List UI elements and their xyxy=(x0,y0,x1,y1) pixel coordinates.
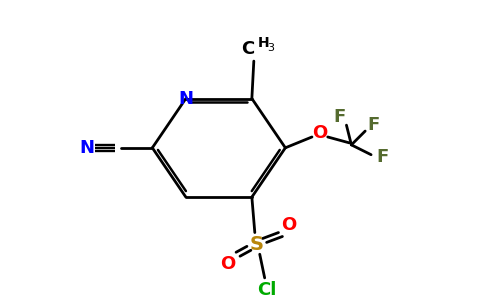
Text: O: O xyxy=(221,255,236,273)
Text: F: F xyxy=(333,108,346,126)
Text: O: O xyxy=(281,216,296,234)
Text: Cl: Cl xyxy=(257,281,276,299)
Text: F: F xyxy=(377,148,389,166)
Text: N: N xyxy=(80,139,95,157)
Text: O: O xyxy=(312,124,328,142)
Text: 3: 3 xyxy=(268,43,274,53)
Text: C: C xyxy=(242,40,255,58)
Text: H: H xyxy=(258,36,270,50)
Text: N: N xyxy=(178,89,193,107)
Text: F: F xyxy=(367,116,379,134)
Text: S: S xyxy=(250,235,264,254)
